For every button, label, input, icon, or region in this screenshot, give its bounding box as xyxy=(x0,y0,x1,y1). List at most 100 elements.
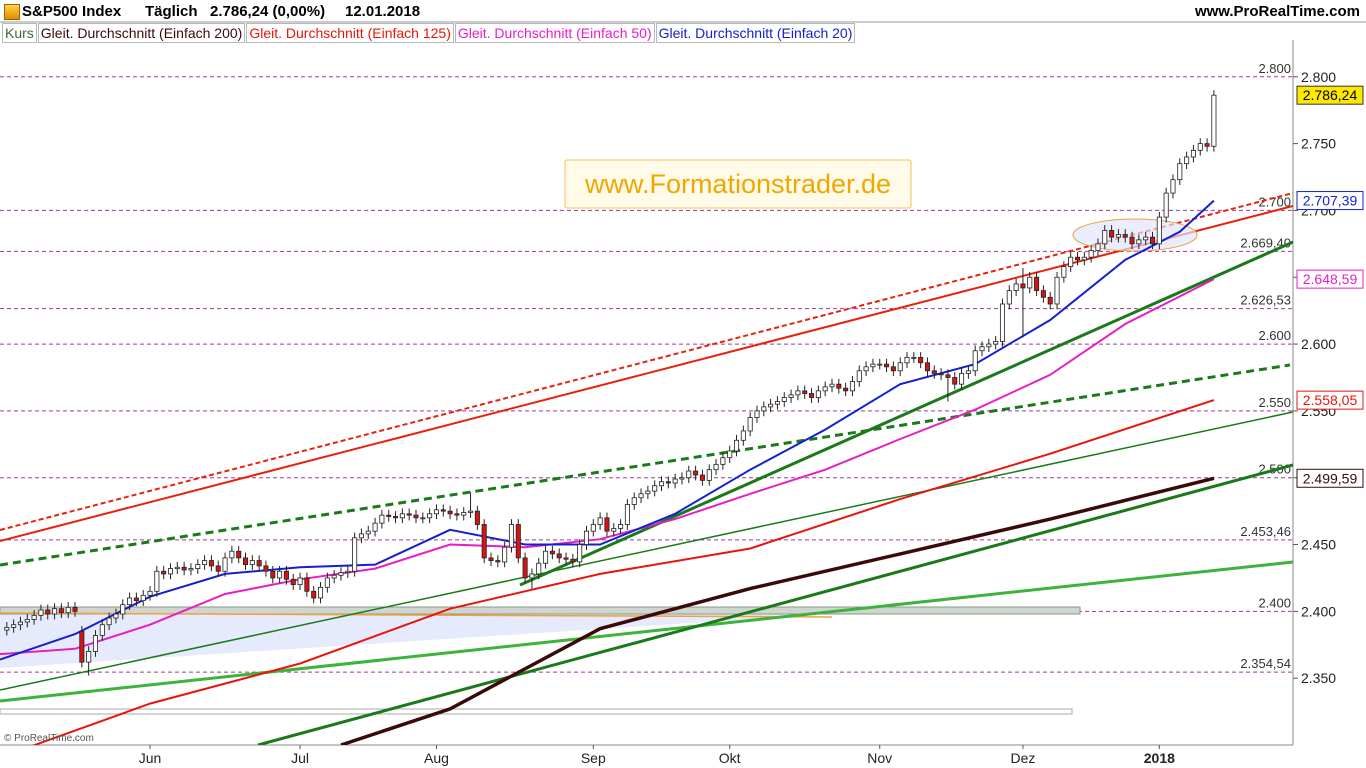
candle-body xyxy=(154,570,160,592)
candle-body xyxy=(1163,192,1169,218)
x-tick-label: Jul xyxy=(291,750,309,766)
candle-body xyxy=(324,577,330,588)
candle-body xyxy=(1150,236,1156,245)
candle-body xyxy=(352,537,358,572)
candle-body xyxy=(1102,230,1108,245)
candle-body xyxy=(686,470,692,479)
candle-body xyxy=(263,565,269,572)
candle-body xyxy=(1027,276,1033,289)
candle-body xyxy=(161,570,167,575)
x-tick-label: Nov xyxy=(867,750,892,766)
value-tag xyxy=(1296,390,1364,410)
candle-body xyxy=(188,568,194,571)
date: 12.01.2018 xyxy=(345,3,421,20)
level-label: 2.626,53 xyxy=(1240,293,1291,308)
legend: Kurs Gleit. Durchschnitt (Einfach 200) Gle… xyxy=(2,23,856,43)
candle-body xyxy=(665,481,671,484)
legend-entry: Gleit. Durchschnitt (Einfach 125) xyxy=(246,23,454,43)
trend-line xyxy=(257,463,1293,745)
trend-line xyxy=(519,240,1293,587)
value-tag xyxy=(1296,468,1364,488)
candle-body xyxy=(938,373,944,376)
candle-body xyxy=(754,410,760,418)
candle-body xyxy=(802,390,808,394)
y-tick-label: 2.400 xyxy=(1301,603,1336,619)
candle-body xyxy=(1143,236,1149,241)
candle-body xyxy=(106,617,112,626)
x-tick-label: 2018 xyxy=(1144,750,1175,766)
candle-body xyxy=(58,608,64,614)
candle-body xyxy=(1054,276,1060,305)
candle-body xyxy=(1006,290,1012,305)
candle-body xyxy=(734,439,740,452)
zone xyxy=(0,606,1081,615)
value-tag-label: 2.558,05 xyxy=(1303,392,1358,408)
candle-body xyxy=(795,390,801,396)
y-tick-label: 2.800 xyxy=(1301,69,1336,85)
candle-body xyxy=(4,626,10,631)
candle-body xyxy=(747,417,753,432)
candle-body xyxy=(870,363,876,368)
candle-body xyxy=(583,530,590,545)
candle-body xyxy=(1047,296,1053,305)
candle-body xyxy=(502,546,508,563)
trend-line xyxy=(0,363,1291,567)
candle-body xyxy=(699,474,705,481)
candle-body xyxy=(972,350,978,372)
y-tick-label: 2.750 xyxy=(1301,136,1336,152)
candle-body xyxy=(549,550,555,555)
watermark: www.Formationstrader.de xyxy=(584,169,891,199)
candle-body xyxy=(331,574,337,579)
candle-body xyxy=(386,514,392,517)
candle-body xyxy=(652,485,658,492)
candle-body xyxy=(167,568,174,575)
candle-body xyxy=(1095,243,1101,251)
candle-body xyxy=(495,560,501,563)
candle-body xyxy=(693,470,699,476)
candle-body xyxy=(577,544,583,563)
source: www.ProRealTime.com xyxy=(1194,3,1360,20)
candle-body xyxy=(406,513,412,516)
candle-body xyxy=(202,560,208,565)
candle-body xyxy=(965,370,971,374)
candle-body xyxy=(604,517,610,532)
candle-body xyxy=(590,524,596,532)
zone xyxy=(0,708,1073,715)
moving-average xyxy=(31,399,1215,745)
trend-line xyxy=(0,560,1293,703)
candle-body xyxy=(1122,234,1128,238)
candle-body xyxy=(99,624,105,636)
candle-body xyxy=(1170,179,1176,194)
candle-body xyxy=(174,566,180,569)
moving-average xyxy=(340,476,1215,745)
legend-entry: Gleit. Durchschnitt (Einfach 200) xyxy=(37,23,246,43)
candle-body xyxy=(113,613,119,619)
candle-body xyxy=(536,562,542,575)
candle-body xyxy=(52,608,58,615)
candle-body xyxy=(836,383,842,389)
candle-body xyxy=(236,550,242,559)
y-tick-label: 2.450 xyxy=(1301,537,1336,553)
candle-body xyxy=(522,557,528,579)
candle-body xyxy=(133,597,139,602)
candle-body xyxy=(86,651,92,663)
candle-body xyxy=(242,557,249,565)
candle-body xyxy=(358,533,364,539)
candle-body xyxy=(645,490,651,495)
candle-body xyxy=(393,516,399,519)
level-label: 2.800 xyxy=(1258,61,1291,76)
candle-body xyxy=(413,514,419,519)
value-tag-label: 2.648,59 xyxy=(1303,271,1358,287)
candle-body xyxy=(1068,256,1074,267)
candle-body xyxy=(338,572,344,576)
candle-body xyxy=(304,577,310,592)
candle-body xyxy=(856,370,862,382)
candle-body xyxy=(809,393,815,398)
candle-body xyxy=(849,381,855,392)
candle-body xyxy=(195,564,201,569)
value-tag-label: 2.499,59 xyxy=(1303,470,1358,486)
candle-body xyxy=(1034,276,1040,292)
candle-body xyxy=(1013,283,1019,292)
watermark-box xyxy=(564,159,912,209)
